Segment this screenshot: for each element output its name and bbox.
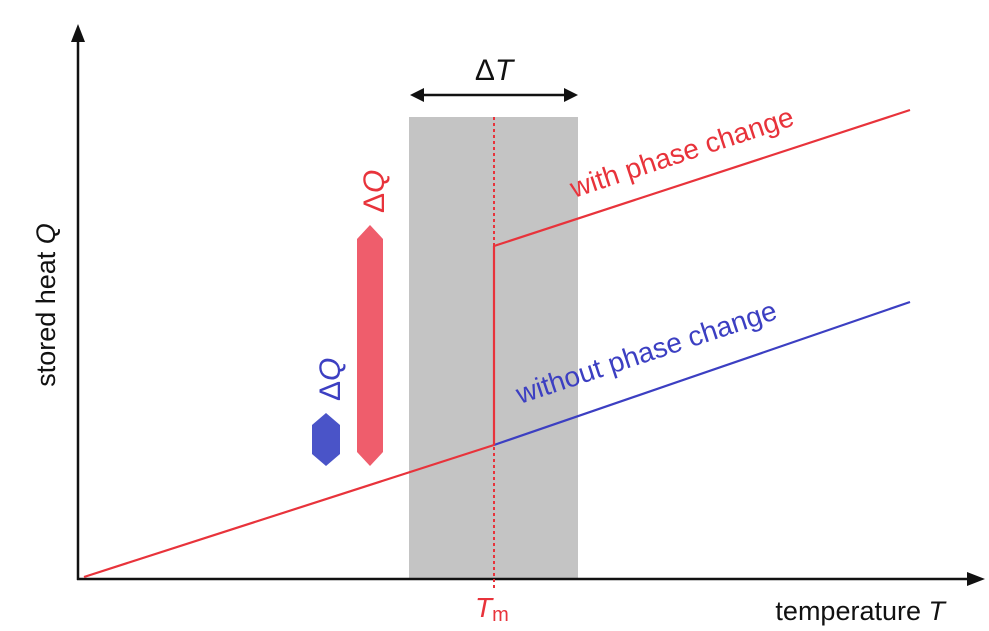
delta-q-blue-bar bbox=[312, 413, 340, 466]
delta-q-blue-label: ΔQ bbox=[314, 358, 347, 401]
delta-t-arrowhead-right bbox=[564, 88, 578, 102]
x-axis-arrowhead bbox=[967, 572, 985, 586]
x-axis-label: temperature T bbox=[775, 596, 947, 626]
without-phase-change-line bbox=[493, 300, 911, 447]
delta-t-label: ΔT bbox=[475, 54, 516, 87]
y-axis-arrowhead bbox=[71, 24, 85, 42]
with-phase-change-line-lower bbox=[83, 443, 495, 579]
delta-t-arrowhead-left bbox=[410, 88, 424, 102]
with-phase-change-label: with phase change bbox=[565, 101, 797, 204]
delta-q-red-label: ΔQ bbox=[358, 170, 391, 213]
y-axis-label: stored heat Q bbox=[31, 223, 61, 387]
melting-temperature-label: Tm bbox=[475, 592, 509, 626]
with-phase-change-line-upper bbox=[493, 108, 911, 248]
delta-q-red-bar bbox=[357, 225, 383, 466]
